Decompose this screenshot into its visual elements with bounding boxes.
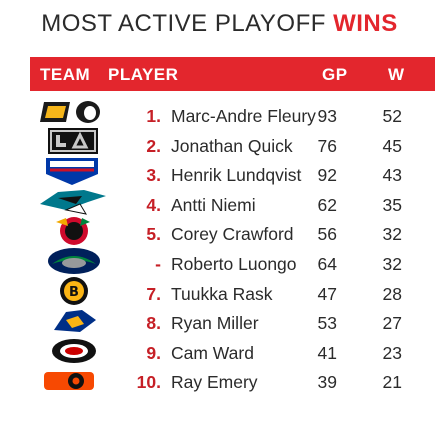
table-row: 8. Ryan Miller 53 27: [0, 313, 439, 343]
wins: 32: [382, 224, 402, 245]
player-name: Cam Ward: [171, 342, 254, 363]
table-row: 7. Tuukka Rask 47 28: [0, 284, 439, 314]
games-played: 39: [317, 372, 337, 393]
player-name: Antti Niemi: [171, 194, 256, 215]
header-team: TEAM: [40, 65, 91, 84]
wins: 52: [382, 106, 402, 126]
rank: 2.: [146, 135, 161, 156]
rank: 8.: [146, 313, 161, 334]
new-york-rangers-logo: [46, 158, 98, 185]
title-text: MOST ACTIVE PLAYOFF: [41, 10, 326, 37]
player-name: Marc-Andre Fleury: [171, 106, 316, 126]
games-played: 47: [317, 283, 337, 304]
table-row: 10. Ray Emery 39 21: [0, 372, 439, 402]
philadelphia-flyers-logo: [44, 372, 94, 390]
st-louis-blues-logo: [54, 310, 96, 332]
header-w: W: [388, 65, 405, 84]
table-row: 1. Marc-Andre Fleury 93 52: [0, 106, 439, 136]
player-name: Jonathan Quick: [171, 135, 293, 156]
chicago-blackhawks-logo: [56, 217, 90, 245]
header-gp: GP: [322, 65, 348, 84]
wins: 28: [382, 283, 402, 304]
games-played: 53: [317, 313, 337, 334]
rank: 9.: [146, 342, 161, 363]
table-row: 5. Corey Crawford 56 32: [0, 224, 439, 254]
table-row: 9. Cam Ward 41 23: [0, 343, 439, 373]
player-name: Corey Crawford: [171, 224, 294, 245]
rank: -: [155, 253, 161, 274]
table-header: TEAM PLAYER GP W: [30, 57, 435, 91]
los-angeles-kings-logo: [48, 128, 98, 154]
rank: 5.: [146, 224, 161, 245]
rank: 10.: [136, 372, 161, 393]
rank: 1.: [146, 106, 161, 126]
wins: 35: [382, 194, 402, 215]
san-jose-sharks-logo: [40, 190, 106, 215]
table-row: - Roberto Luongo 64 32: [0, 254, 439, 284]
player-name: Roberto Luongo: [171, 253, 297, 274]
games-played: 76: [317, 135, 337, 156]
player-name: Henrik Lundqvist: [171, 165, 302, 186]
pittsburgh-penguins-logo: [40, 101, 100, 123]
page-title: MOST ACTIVE PLAYOFF WINS: [0, 10, 439, 38]
rank: 7.: [146, 283, 161, 304]
player-name: Tuukka Rask: [171, 283, 273, 304]
team-logos: B: [30, 96, 126, 412]
wins: 23: [382, 342, 402, 363]
wins: 43: [382, 165, 402, 186]
player-name: Ray Emery: [171, 372, 258, 393]
rank: 4.: [146, 194, 161, 215]
rank: 3.: [146, 165, 161, 186]
wins: 32: [382, 253, 402, 274]
games-played: 62: [317, 194, 337, 215]
header-player: PLAYER: [108, 65, 179, 84]
games-played: 92: [317, 165, 337, 186]
table-row: 2. Jonathan Quick 76 45: [0, 136, 439, 166]
svg-text:B: B: [69, 285, 79, 300]
games-played: 56: [317, 224, 337, 245]
vancouver-canucks-logo: [48, 248, 100, 274]
goalie-list: 1. Marc-Andre Fleury 93 52 2. Jonathan Quick…: [0, 106, 439, 402]
games-played: 64: [317, 253, 337, 274]
games-played: 41: [317, 342, 337, 363]
carolina-hurricanes-logo: [52, 339, 96, 363]
wins: 45: [382, 135, 402, 156]
table-row: 3. Henrik Lundqvist 92 43: [0, 165, 439, 195]
player-name: Ryan Miller: [171, 313, 259, 334]
wins: 27: [382, 313, 402, 334]
games-played: 93: [317, 106, 337, 126]
wins: 21: [382, 372, 402, 393]
boston-bruins-logo: B: [60, 277, 88, 305]
table-row: 4. Antti Niemi 62 35: [0, 195, 439, 225]
title-accent: WINS: [333, 10, 398, 37]
